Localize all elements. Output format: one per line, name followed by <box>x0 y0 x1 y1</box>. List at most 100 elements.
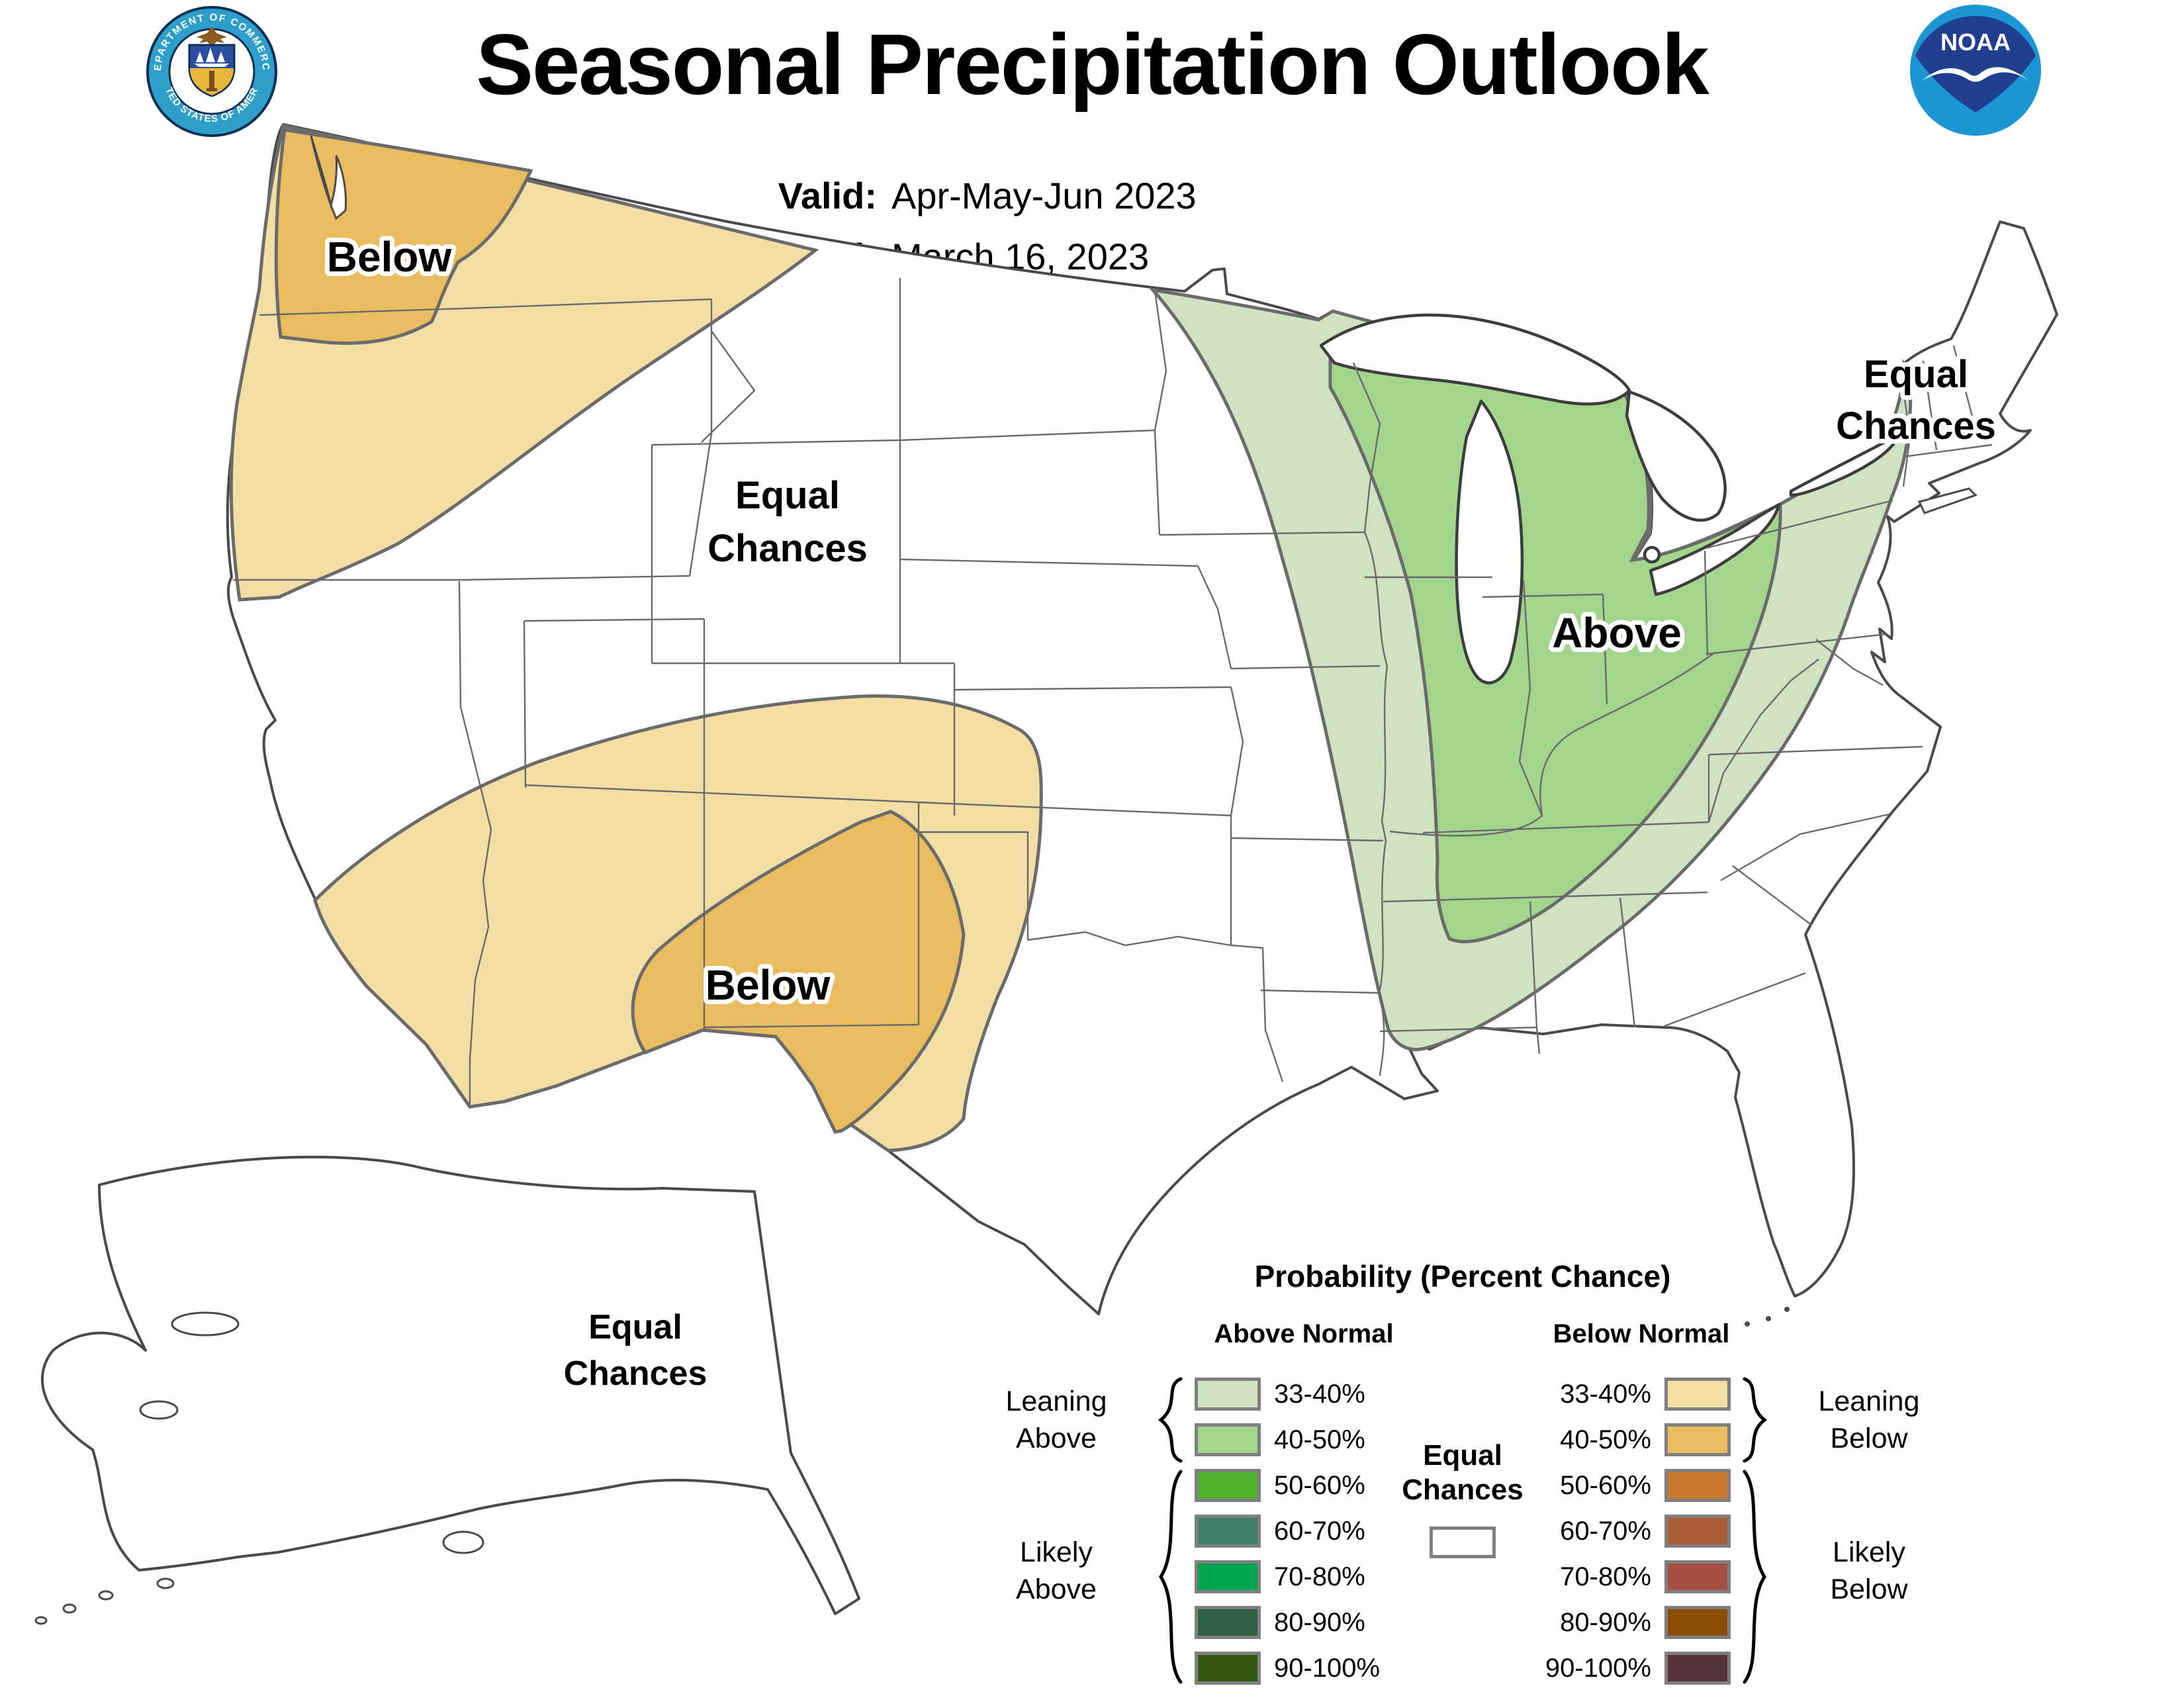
noaa-gull-icon <box>1922 67 2029 82</box>
legend-above-normal-header: Above Normal <box>1214 1319 1394 1348</box>
range-label: 80-90% <box>1560 1607 1651 1637</box>
range-label: 50-60% <box>1274 1470 1365 1500</box>
legend-row: 60-70% <box>1195 1515 1380 1548</box>
legend-leaning-below-label: Leaning Below <box>1772 1383 1966 1457</box>
legend: Probability (Percent Chance) Above Norma… <box>960 1253 1966 1688</box>
seal-eagle-icon <box>197 26 227 47</box>
seal-ship-hull <box>195 64 229 67</box>
legend-row: 80-90% <box>1195 1606 1380 1639</box>
legend-row: 80-90% <box>1529 1606 1731 1639</box>
range-label: 60-70% <box>1274 1516 1365 1546</box>
legend-row: 33-40% <box>1529 1378 1731 1411</box>
below-swatch-80-90 <box>1664 1606 1731 1639</box>
valid-label: Valid: <box>778 175 877 216</box>
legend-row: 90-100% <box>1195 1652 1380 1685</box>
legend-row: 40-50% <box>1195 1423 1380 1456</box>
below-swatch-50-60 <box>1664 1469 1731 1502</box>
range-label: 80-90% <box>1274 1607 1365 1637</box>
lake-huron <box>1625 390 1727 522</box>
range-label: 70-80% <box>1560 1562 1651 1591</box>
legend-equal-chances: Equal Chances <box>1377 1438 1549 1507</box>
florida-keys <box>1745 1307 1790 1327</box>
seal-star-right: ★ <box>245 67 253 77</box>
above-swatch-90-100 <box>1195 1652 1261 1685</box>
label-southwest-below: Below <box>705 961 831 1009</box>
label-midwest-above: Above <box>1552 609 1682 657</box>
legend-below-column: 33-40% 40-50% 50-60% 60-70% 70-80% 80-90… <box>1529 1378 1731 1688</box>
legend-row: 40-50% <box>1529 1423 1731 1456</box>
likely-above-line2: Above <box>1016 1573 1097 1605</box>
label-alaska-equal-line1: Equal <box>588 1308 682 1346</box>
range-label: 40-50% <box>1560 1425 1651 1454</box>
range-label: 50-60% <box>1560 1470 1651 1500</box>
above-swatch-60-70 <box>1195 1515 1261 1548</box>
label-northeast-equal-line2: Chances <box>1836 404 1996 447</box>
lake-michigan <box>1455 399 1524 684</box>
likely-above-brace-icon <box>1157 1468 1183 1686</box>
leaning-above-line1: Leaning <box>1005 1385 1107 1417</box>
leaning-below-brace-icon <box>1742 1376 1768 1464</box>
legend-row: 90-100% <box>1529 1652 1731 1685</box>
range-label: 70-80% <box>1274 1562 1365 1591</box>
above-swatch-33-40 <box>1195 1378 1261 1411</box>
above-swatch-70-80 <box>1195 1560 1261 1593</box>
range-label: 60-70% <box>1560 1516 1651 1546</box>
legend-title: Probability (Percent Chance) <box>1254 1259 1671 1293</box>
legend-likely-above-label: Likely Above <box>960 1534 1153 1608</box>
long-island <box>1917 487 1978 514</box>
below-swatch-60-70 <box>1664 1515 1731 1548</box>
label-wyoming-equal-line2: Chances <box>707 527 868 570</box>
page-title: Seasonal Precipitation Outlook <box>476 16 1709 113</box>
lake-st-clair <box>1643 545 1661 564</box>
range-label: 33-40% <box>1560 1379 1651 1409</box>
great-lakes <box>1319 313 1899 684</box>
label-northwest-below: Below <box>327 233 452 281</box>
leaning-below-line1: Leaning <box>1818 1385 1920 1417</box>
above-swatch-40-50 <box>1195 1423 1261 1456</box>
above-swatch-80-90 <box>1195 1606 1261 1639</box>
range-label: 40-50% <box>1274 1425 1365 1454</box>
likely-below-line2: Below <box>1830 1573 1908 1605</box>
alaska-islands <box>34 1311 484 1625</box>
legend-row: 50-60% <box>1529 1469 1731 1502</box>
seal-lighthouse-base <box>206 88 217 91</box>
range-label: 33-40% <box>1274 1379 1365 1409</box>
noaa-logo-text: NOAA <box>1940 28 2011 56</box>
legend-row: 70-80% <box>1529 1560 1731 1593</box>
seal-lighthouse <box>209 71 214 89</box>
legend-row: 60-70% <box>1529 1515 1731 1548</box>
likely-below-brace-icon <box>1742 1468 1768 1686</box>
label-alaska-equal-line2: Chances <box>564 1354 707 1393</box>
above-swatch-50-60 <box>1195 1469 1261 1502</box>
legend-row: 33-40% <box>1195 1378 1380 1411</box>
legend-above-column: 33-40% 40-50% 50-60% 60-70% 70-80% 80-90… <box>1195 1378 1380 1688</box>
below-swatch-70-80 <box>1664 1560 1731 1593</box>
below-swatch-90-100 <box>1664 1652 1731 1685</box>
legend-equal-line1: Equal <box>1423 1439 1502 1472</box>
department-of-commerce-seal-icon: DEPARTMENT OF COMMERCE UNITED STATES OF … <box>144 4 277 137</box>
noaa-logo-icon: NOAA <box>1910 5 2041 136</box>
valid-row: Valid: Apr-May-Jun 2023 <box>725 165 1197 226</box>
valid-value: Apr-May-Jun 2023 <box>891 175 1197 216</box>
range-label: 90-100% <box>1545 1653 1651 1683</box>
range-label: 90-100% <box>1274 1653 1381 1683</box>
legend-row: 70-80% <box>1195 1560 1380 1593</box>
legend-leaning-above-label: Leaning Above <box>960 1383 1153 1457</box>
seal-ship-sails <box>196 48 225 62</box>
leaning-above-line2: Above <box>1016 1423 1097 1454</box>
below-swatch-40-50 <box>1664 1423 1731 1456</box>
likely-below-line1: Likely <box>1833 1536 1905 1568</box>
leaning-below-line2: Below <box>1830 1423 1908 1454</box>
lake-ontario <box>1789 437 1899 497</box>
state-borders <box>233 278 1993 1104</box>
alaska-outline <box>40 1155 860 1615</box>
legend-equal-chances-swatch <box>1430 1526 1496 1558</box>
legend-row: 50-60% <box>1195 1469 1380 1502</box>
lake-erie <box>1649 502 1781 596</box>
label-wyoming-equal-line1: Equal <box>735 474 840 517</box>
likely-above-line1: Likely <box>1020 1536 1093 1568</box>
leaning-above-brace-icon <box>1157 1376 1183 1464</box>
below-swatch-33-40 <box>1664 1378 1731 1411</box>
